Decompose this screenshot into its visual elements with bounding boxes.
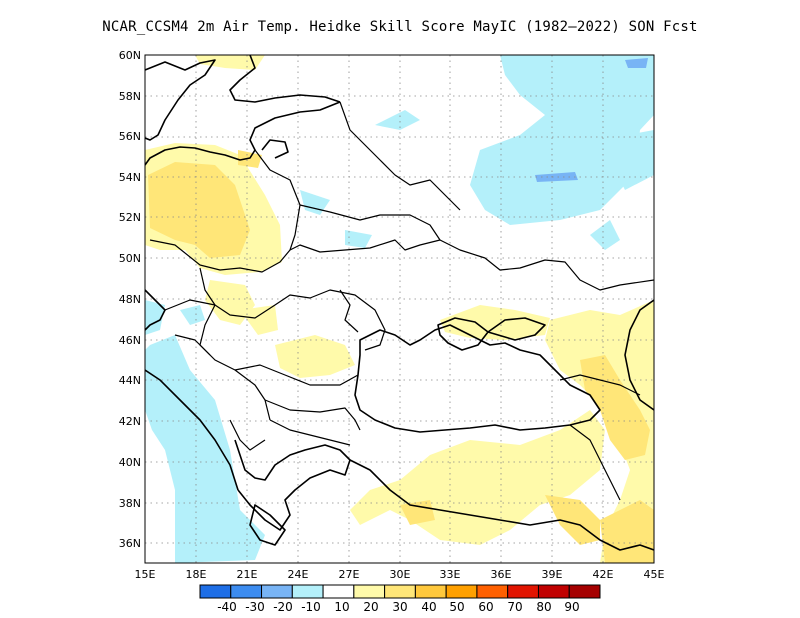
colorbar-swatch — [414, 584, 447, 599]
shade-pos-turkey-core — [545, 495, 600, 545]
x-tick-label: 45E — [644, 568, 665, 581]
shade-neg-italy — [145, 300, 165, 335]
y-tick-label: 46N — [119, 334, 141, 347]
x-tick-label: 39E — [542, 568, 563, 581]
y-axis: 36N 38N 40N 42N 44N 46N 48N 50N 52N 54N … — [119, 49, 141, 550]
colorbar-label: -30 — [245, 600, 265, 614]
x-tick-label: 18E — [186, 568, 207, 581]
colorbar-swatch — [261, 584, 293, 599]
colorbar-swatch — [353, 584, 386, 599]
coast-crimea — [437, 317, 489, 351]
y-tick-label: 58N — [119, 90, 141, 103]
colorbar-labels: -40 -30 -20 -10 10 20 30 40 50 60 70 80 … — [217, 600, 579, 614]
colorbar — [199, 584, 601, 599]
colorbar-label: 50 — [449, 600, 464, 614]
colorbar-swatch — [507, 584, 539, 599]
colorbar-label: 70 — [507, 600, 522, 614]
shade-neg-balkans — [145, 335, 265, 563]
shade-neg-croatia — [180, 305, 205, 325]
colorbar-swatch — [322, 584, 355, 599]
y-tick-label: 40N — [119, 456, 141, 469]
shade-neg-belarus — [300, 190, 330, 215]
x-tick-label: 24E — [288, 568, 309, 581]
y-tick-label: 48N — [119, 293, 141, 306]
y-tick-label: 42N — [119, 415, 141, 428]
y-tick-label: 60N — [119, 49, 141, 62]
colorbar-label: 80 — [536, 600, 551, 614]
x-tick-label: 15E — [135, 568, 156, 581]
colorbar-label: -20 — [273, 600, 293, 614]
coast-baltic-east — [145, 101, 341, 166]
x-tick-label: 42E — [593, 568, 614, 581]
y-tick-label: 44N — [119, 374, 141, 387]
colorbar-label: 90 — [564, 600, 579, 614]
y-tick-label: 54N — [119, 171, 141, 184]
shade-pos-caspian — [600, 500, 654, 563]
x-tick-label: 21E — [237, 568, 258, 581]
shade-pos-hungary — [205, 280, 255, 325]
colorbar-swatch — [384, 584, 416, 599]
shade-pos-romania — [240, 305, 278, 335]
coast-adriatic — [145, 369, 239, 491]
coast-caspian — [624, 299, 654, 411]
map-frame — [144, 54, 655, 564]
shade-neg-dark-1 — [535, 172, 578, 182]
x-tick-label: 33E — [440, 568, 461, 581]
y-tick-label: 38N — [119, 497, 141, 510]
shade-neg-baltic — [375, 110, 420, 130]
colorbar-swatch — [199, 584, 232, 599]
colorbar-label: 60 — [478, 600, 493, 614]
y-tick-label: 56N — [119, 130, 141, 143]
shade-neg-east-3 — [590, 220, 620, 250]
coast-gulf-riga — [261, 139, 289, 159]
shading-layer — [145, 55, 654, 563]
coast-finland — [229, 55, 341, 103]
coast-scandinavia — [145, 59, 216, 141]
x-axis: 15E 18E 21E 24E 27E 30E 33E 36E 39E 42E … — [135, 568, 665, 581]
y-tick-label: 50N — [119, 252, 141, 265]
coast-black-sea — [354, 324, 601, 433]
colorbar-label: 30 — [392, 600, 407, 614]
colorbar-swatch — [230, 584, 263, 599]
shade-pos-lithuania — [238, 150, 262, 168]
colorbar-label: 10 — [334, 600, 349, 614]
coast-azov — [487, 317, 546, 341]
x-tick-label: 30E — [390, 568, 411, 581]
coastline-layer — [145, 55, 654, 551]
shade-neg-belarus-2 — [345, 230, 372, 248]
grid-layer — [145, 55, 654, 563]
colorbar-swatch — [291, 584, 324, 599]
shade-pos-north-finland — [195, 55, 265, 70]
colorbar-swatch — [476, 584, 509, 599]
shade-neg-east-russia — [470, 55, 654, 225]
map-title: NCAR_CCSM4 2m Air Temp. Heidke Skill Sco… — [102, 19, 698, 35]
coast-turkey-south — [349, 459, 654, 551]
shade-pos-poland-core — [148, 162, 250, 258]
x-tick-label: 36E — [491, 568, 512, 581]
colorbar-label: -40 — [217, 600, 237, 614]
y-tick-label: 52N — [119, 211, 141, 224]
shade-pos-bulgaria — [275, 335, 355, 378]
coast-italy — [145, 289, 166, 331]
shade-pos-azov — [440, 305, 550, 340]
colorbar-label: 20 — [363, 600, 378, 614]
colorbar-label: -10 — [301, 600, 321, 614]
colorbar-label: 40 — [421, 600, 436, 614]
x-tick-label: 27E — [339, 568, 360, 581]
shade-neg-dark-2 — [625, 58, 648, 68]
y-tick-label: 36N — [119, 537, 141, 550]
shade-pos-turkey-west — [400, 500, 435, 525]
colorbar-swatch — [537, 584, 570, 599]
shade-pos-caucasus-core — [580, 355, 650, 460]
colorbar-swatch — [568, 584, 601, 599]
colorbar-swatch — [445, 584, 478, 599]
coast-peloponnese — [249, 504, 286, 546]
shade-neg-east-russia-2 — [600, 130, 654, 190]
border-layer — [149, 101, 654, 501]
